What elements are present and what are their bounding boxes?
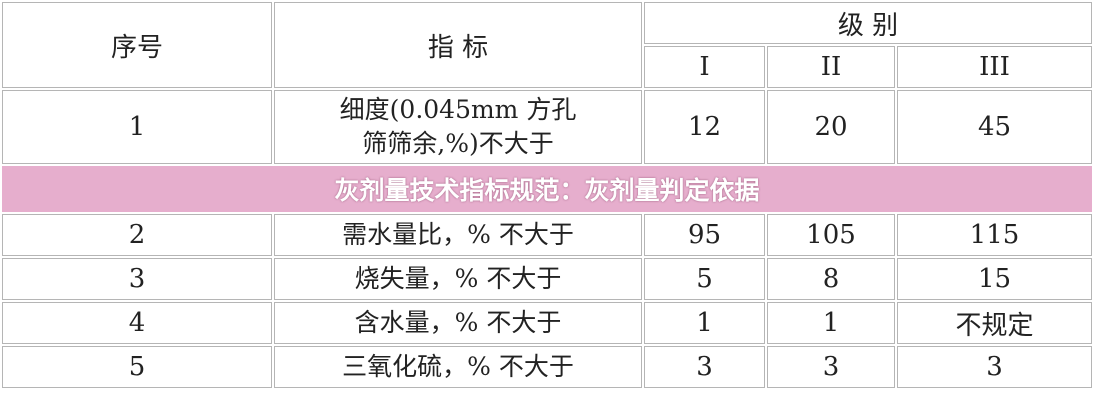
header-indicator: 指 标 [274, 2, 642, 88]
cell-grade-3: 45 [897, 90, 1092, 164]
table-row: 5 三氧化硫，% 不大于 3 3 3 [2, 346, 1092, 388]
header-grade-3: III [897, 46, 1092, 88]
cell-grade-2: 105 [767, 214, 895, 256]
header-seq: 序号 [2, 2, 272, 88]
cell-seq: 4 [2, 302, 272, 344]
cell-grade-2: 3 [767, 346, 895, 388]
header-grade-1: I [644, 46, 765, 88]
cell-grade-2: 8 [767, 258, 895, 300]
cell-seq: 3 [2, 258, 272, 300]
cell-grade-3: 3 [897, 346, 1092, 388]
table-row: 3 烧失量，% 不大于 5 8 15 [2, 258, 1092, 300]
cell-indicator: 含水量，% 不大于 [274, 302, 642, 344]
cell-grade-2: 20 [767, 90, 895, 164]
cell-grade-2: 1 [767, 302, 895, 344]
cell-grade-1: 95 [644, 214, 765, 256]
cell-indicator: 三氧化硫，% 不大于 [274, 346, 642, 388]
header-grade: 级 别 [644, 2, 1092, 44]
table-row: 1 细度(0.045mm 方孔筛筛余,%)不大于 12 20 45 [2, 90, 1092, 164]
header-grade-2: II [767, 46, 895, 88]
cell-grade-3: 不规定 [897, 302, 1092, 344]
table-row: 2 需水量比，% 不大于 95 105 115 [2, 214, 1092, 256]
cell-seq: 5 [2, 346, 272, 388]
cell-grade-3: 115 [897, 214, 1092, 256]
cell-grade-1: 3 [644, 346, 765, 388]
cell-indicator: 需水量比，% 不大于 [274, 214, 642, 256]
cell-grade-1: 5 [644, 258, 765, 300]
cell-seq: 1 [2, 90, 272, 164]
banner-title: 灰剂量技术指标规范：灰剂量判定依据 [334, 176, 760, 205]
table-row: 4 含水量，% 不大于 1 1 不规定 [2, 302, 1092, 344]
spec-table: 序号 指 标 级 别 I II III 1 细度(0.045mm 方孔筛筛余,%… [0, 0, 1094, 390]
cell-indicator: 细度(0.045mm 方孔筛筛余,%)不大于 [274, 90, 642, 164]
cell-indicator: 烧失量，% 不大于 [274, 258, 642, 300]
cell-grade-3: 15 [897, 258, 1092, 300]
cell-seq: 2 [2, 214, 272, 256]
cell-grade-1: 12 [644, 90, 765, 164]
title-banner: 灰剂量技术指标规范：灰剂量判定依据 [2, 166, 1092, 212]
cell-grade-1: 1 [644, 302, 765, 344]
banner-cell: 灰剂量技术指标规范：灰剂量判定依据 [2, 166, 1092, 212]
